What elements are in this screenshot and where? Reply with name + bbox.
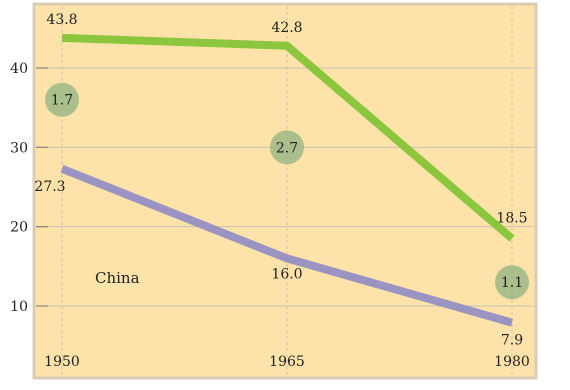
- y-tick-label-10: 10: [10, 299, 28, 315]
- series-line-1: [60, 165, 514, 327]
- bubble-1: [270, 130, 304, 165]
- x-tick-label-1965: 1965: [269, 354, 305, 370]
- bubble-2: [495, 265, 529, 300]
- y-tick-label-40: 40: [10, 61, 28, 77]
- bubble-label-0: 1.7: [51, 93, 73, 109]
- series-0-data-label-2: 18.5: [496, 211, 527, 227]
- bubble-label-2: 1.1: [501, 275, 523, 291]
- y-tick-label-30: 30: [10, 140, 28, 156]
- bubble-0: [45, 82, 79, 117]
- x-tick-label-1950: 1950: [44, 354, 80, 370]
- bubble-label-1: 2.7: [276, 140, 298, 156]
- x-tick-label-1980: 1980: [494, 354, 530, 370]
- series-0-data-label-1: 42.8: [271, 20, 302, 36]
- series-1-data-label-1: 16.0: [271, 266, 302, 282]
- series-1-data-label-2: 7.9: [501, 333, 523, 349]
- series-1-data-label-0: 27.3: [34, 179, 65, 195]
- series-0-data-label-0: 43.8: [46, 12, 77, 28]
- y-tick-label-20: 20: [10, 220, 28, 236]
- annotation-0: China: [95, 269, 140, 287]
- series-line-0: [61, 33, 515, 242]
